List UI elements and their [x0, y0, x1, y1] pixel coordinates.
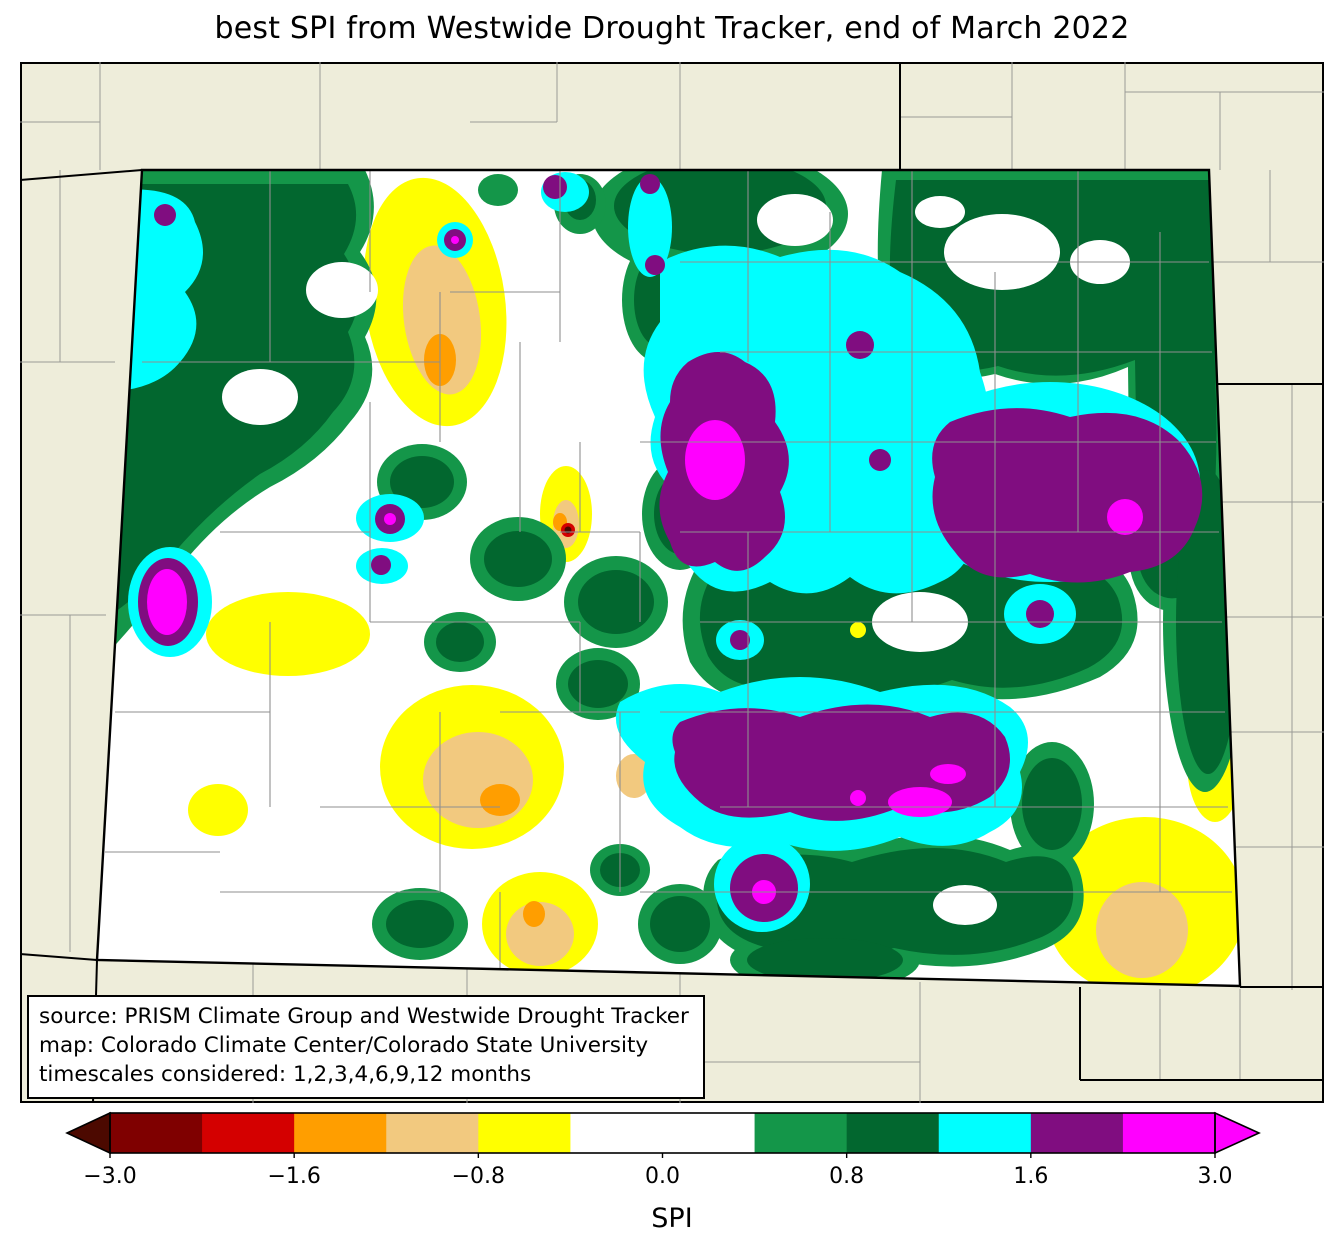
orange-regions — [424, 334, 567, 927]
spi-contour-field — [97, 170, 1240, 986]
colorbar-segment — [478, 1113, 571, 1153]
colorbar-tick-label: −1.6 — [267, 1164, 321, 1189]
source-line-2: map: Colorado Climate Center/Colorado St… — [39, 1033, 649, 1059]
colorbar-segment — [1030, 1113, 1124, 1153]
colorbar-ticks: −3.0 −1.6 −0.8 0.0 0.8 1.6 3.0 — [65, 1164, 1261, 1194]
colorbar-segment — [110, 1113, 203, 1153]
colorbar-tick-label: −0.8 — [451, 1164, 506, 1189]
colorbar-tick-label: 0.8 — [829, 1164, 865, 1189]
colorbar-svg — [65, 1111, 1261, 1158]
colorbar-tick-label: 1.6 — [1013, 1164, 1049, 1189]
tan-regions — [402, 245, 1188, 978]
colorbar-segment — [202, 1113, 295, 1153]
colorbar-axis-label: SPI — [651, 1203, 693, 1234]
colorado-spi-map — [20, 62, 1324, 1103]
source-line-3: timescales considered: 1,2,3,4,6,9,12 mo… — [39, 1062, 532, 1088]
magenta-regions — [147, 236, 1143, 904]
colorbar-tick-label: 3.0 — [1197, 1164, 1233, 1189]
colorbar-segment — [754, 1113, 848, 1153]
colorbar — [65, 1111, 1261, 1161]
colorbar-segment — [846, 1113, 940, 1153]
colorbar-segment — [938, 1113, 1032, 1153]
source-line-1: source: PRISM Climate Group and Westwide… — [39, 1004, 689, 1029]
figure-title: best SPI from Westwide Drought Tracker, … — [214, 11, 1130, 46]
colorbar-segment — [1122, 1113, 1216, 1153]
map-svg — [20, 62, 1324, 1103]
colorbar-tick-label: 0.0 — [645, 1164, 680, 1189]
source-annotation-box: source: PRISM Climate Group and Westwide… — [27, 995, 705, 1099]
colorbar-under-arrow — [65, 1111, 111, 1155]
colorbar-segment — [570, 1113, 663, 1153]
colorado-state-outline — [95, 168, 1242, 988]
colorbar-segment — [386, 1113, 479, 1153]
state-borders — [20, 62, 1324, 1103]
county-boundaries — [105, 170, 1232, 977]
red-specks — [561, 523, 575, 537]
colorbar-segment — [294, 1113, 387, 1153]
purple-regions — [138, 174, 1203, 922]
colorbar-segment — [662, 1113, 756, 1153]
colorbar-over-arrow — [1214, 1111, 1261, 1155]
colorbar-tick-label: −3.0 — [83, 1164, 137, 1189]
